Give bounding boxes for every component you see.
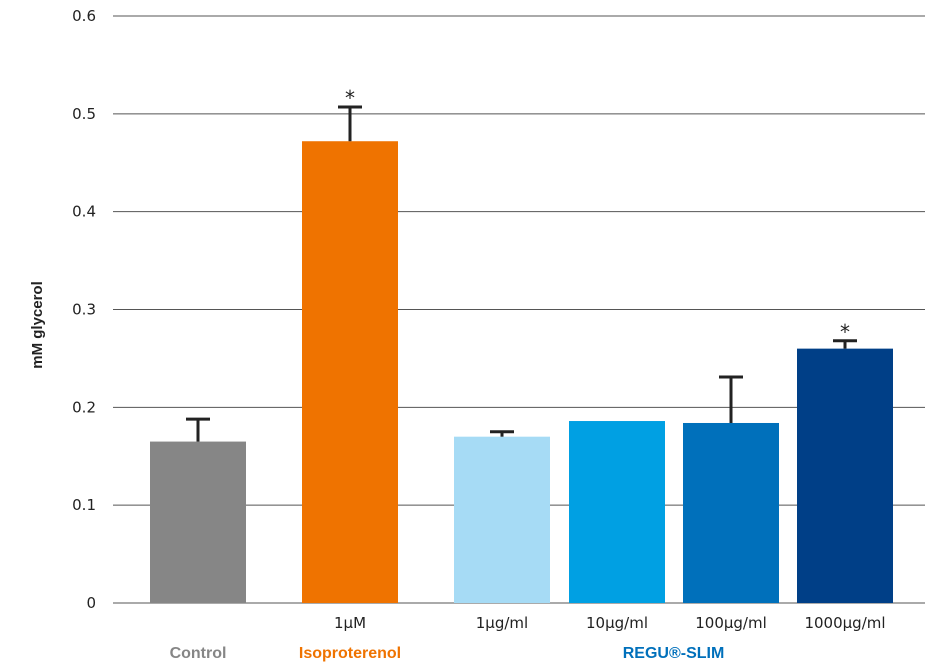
y-tick-label: 0.5 [72, 105, 96, 123]
error-bars [186, 105, 857, 442]
group-label: Isoproterenol [299, 645, 401, 662]
category-labels: 1µM 1µg/ml 10µg/ml 100µg/ml 1000µg/ml [334, 614, 886, 632]
y-tick-label: 0.6 [72, 7, 96, 25]
group-labels: Control Isoproterenol REGU®-SLIM [170, 645, 725, 662]
y-tick-label: 0.3 [72, 301, 96, 319]
bar [683, 422, 779, 603]
y-axis-ticks: 0 0.1 0.2 0.3 0.4 0.5 0.6 [72, 7, 96, 612]
y-tick-label: 0.1 [72, 496, 96, 514]
category-label: 1µg/ml [476, 614, 528, 632]
bar [150, 441, 246, 603]
group-label: Control [170, 645, 227, 662]
y-tick-label: 0.2 [72, 398, 96, 416]
significance-markers: ** [345, 86, 850, 344]
group-label: REGU®-SLIM [623, 645, 725, 662]
significance-marker: * [345, 86, 355, 110]
category-label: 100µg/ml [695, 614, 767, 632]
bar [797, 348, 893, 603]
significance-marker: * [840, 320, 850, 344]
bars [150, 141, 893, 603]
category-label: 10µg/ml [586, 614, 648, 632]
y-axis-title: mM glycerol [29, 281, 46, 369]
bar [569, 421, 665, 603]
y-tick-label: 0.4 [72, 203, 96, 221]
bar [454, 436, 550, 603]
category-label: 1000µg/ml [804, 614, 885, 632]
category-label: 1µM [334, 614, 366, 632]
grid-lines [113, 15, 925, 604]
bar [302, 141, 398, 603]
y-tick-label: 0 [86, 594, 96, 612]
